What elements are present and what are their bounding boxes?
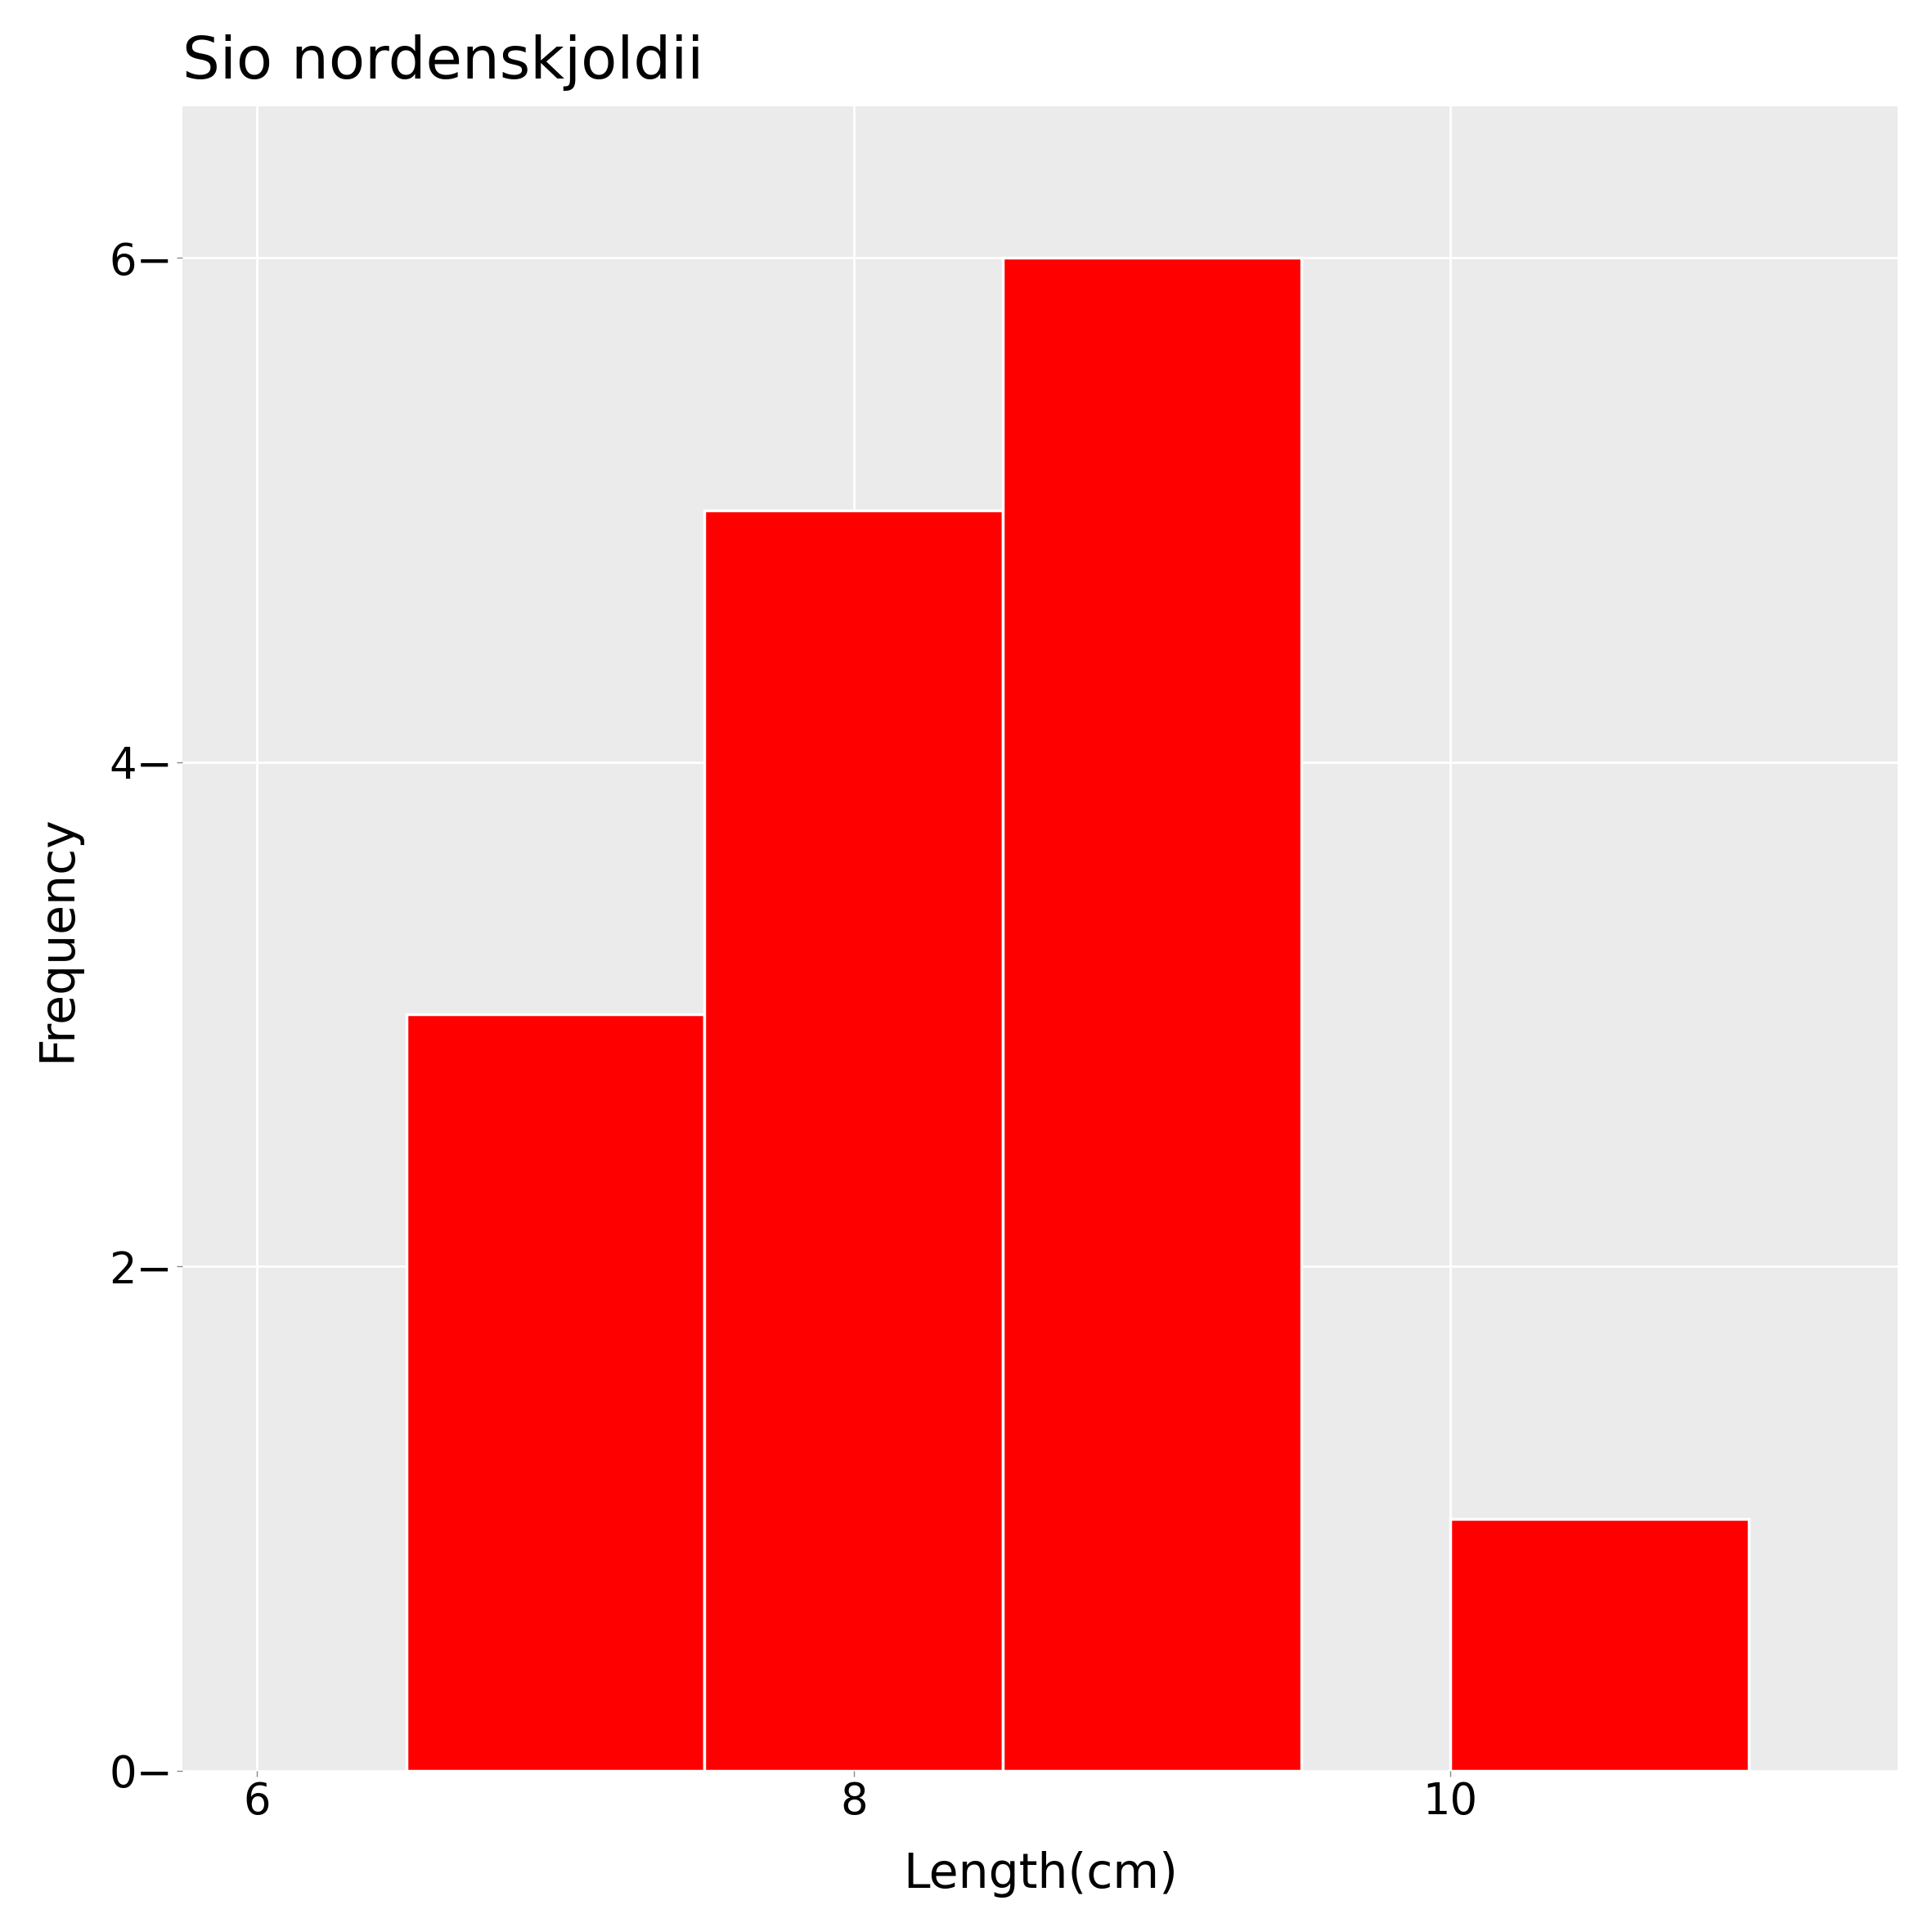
Bar xyxy=(705,510,1003,1772)
Bar xyxy=(1451,1519,1748,1772)
X-axis label: Length(cm): Length(cm) xyxy=(902,1851,1177,1897)
Text: Sio nordenskjoldii: Sio nordenskjoldii xyxy=(182,35,703,91)
Bar xyxy=(1003,259,1302,1772)
Bar xyxy=(406,1014,705,1772)
Y-axis label: Frequency: Frequency xyxy=(35,815,81,1063)
